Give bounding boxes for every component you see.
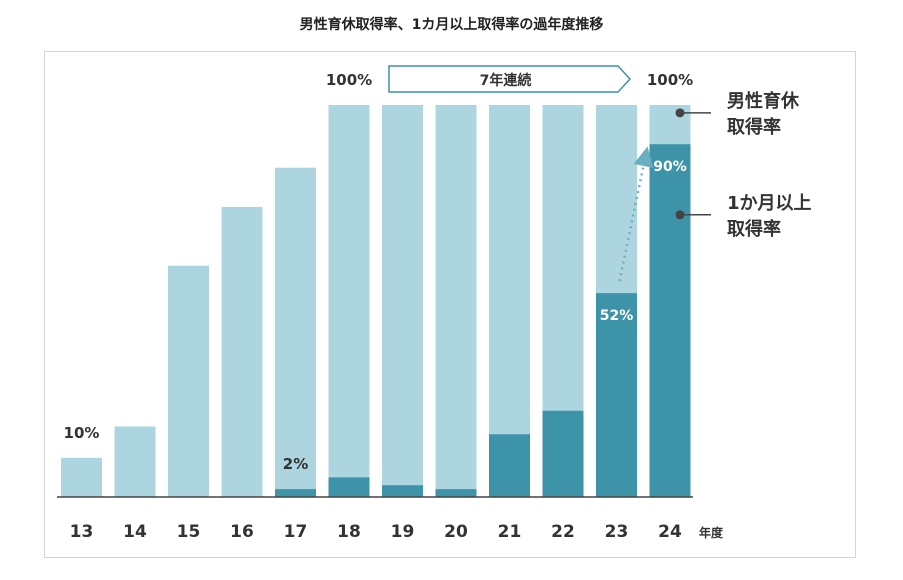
bar-long-20	[435, 489, 477, 497]
bar-long-17	[275, 489, 316, 497]
bar-total-17	[275, 167, 316, 497]
x-tick-label-15: 15	[177, 522, 201, 542]
x-tick-label-17: 17	[284, 522, 308, 542]
bar-long-18	[328, 477, 370, 497]
x-tick-label-18: 18	[337, 522, 361, 542]
bar-total-19	[382, 105, 423, 497]
bar-total-13	[61, 457, 102, 497]
chart-title: 男性育休取得率、1カ月以上取得率の過年度推移	[299, 17, 604, 33]
legend-label-1-line2: 取得率	[727, 218, 781, 240]
legend-label-0-line2: 取得率	[727, 116, 781, 138]
x-tick-label-13: 13	[70, 522, 94, 542]
x-tick-label-16: 16	[230, 522, 254, 542]
bar-long-19	[382, 485, 423, 497]
bar-total-16	[221, 206, 263, 498]
bar-total-18	[328, 105, 370, 497]
bar-total-15	[168, 265, 209, 497]
legend-dot-0	[675, 108, 685, 118]
callout-banner	[388, 65, 632, 93]
x-tick-label-23: 23	[605, 522, 629, 542]
x-tick-label-24: 24	[658, 522, 682, 542]
chart-frame	[44, 51, 856, 558]
data-label-3: 100%	[647, 71, 693, 89]
x-tick-label-21: 21	[498, 522, 522, 542]
bar-long-21	[489, 434, 530, 497]
x-tick-label-20: 20	[444, 522, 468, 542]
callout-text: 7年連続	[480, 72, 532, 89]
x-axis-unit: 年度	[699, 525, 724, 540]
legend-label-0-line1: 男性育休	[727, 90, 800, 112]
legend-dot-1	[675, 210, 685, 220]
data-label-2: 100%	[326, 71, 372, 89]
data-label-1: 2%	[283, 455, 308, 473]
bar-long-23	[596, 293, 637, 497]
data-label-0: 10%	[64, 424, 100, 442]
x-tick-label-19: 19	[391, 522, 415, 542]
data-label-4: 52%	[600, 308, 634, 324]
x-tick-label-14: 14	[123, 522, 147, 542]
bar-long-24	[649, 144, 691, 497]
bar-long-22	[542, 410, 584, 497]
x-tick-label-22: 22	[551, 522, 575, 542]
bar-total-14	[114, 426, 156, 497]
legend-label-1-line1: 1か月以上	[727, 193, 812, 214]
bar-total-21	[489, 105, 530, 497]
data-label-5: 90%	[653, 159, 687, 175]
bar-total-20	[435, 105, 477, 497]
